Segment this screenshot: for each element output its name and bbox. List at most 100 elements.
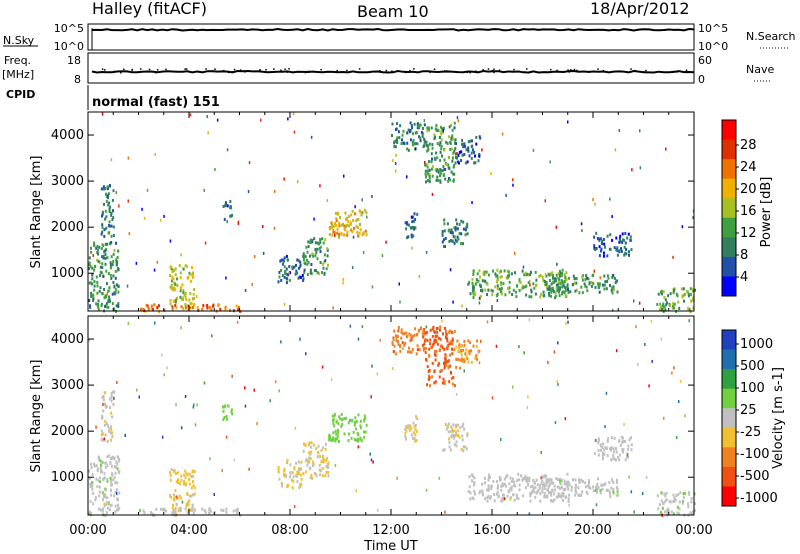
heatmap-cell [197, 308, 200, 312]
heatmap-cell [406, 131, 409, 135]
heatmap-cell [179, 295, 182, 299]
heatmap-cell [414, 439, 417, 443]
heatmap-cell [508, 280, 511, 284]
heatmap-cell [226, 148, 229, 152]
heatmap-cell [501, 496, 504, 500]
heatmap-cell [454, 147, 457, 151]
heatmap-cell [169, 473, 172, 477]
heatmap-cell [487, 288, 490, 292]
heatmap-cell [467, 140, 470, 144]
time-tick-label: 12:00 [372, 523, 409, 538]
heatmap-cell [98, 485, 101, 489]
heatmap-cell [184, 469, 187, 473]
heatmap-cell [92, 254, 94, 257]
heatmap-cell [454, 423, 457, 427]
heatmap-cell [180, 326, 182, 330]
heatmap-cell [465, 447, 468, 451]
heatmap-cell [349, 418, 351, 422]
heatmap-cell [92, 299, 95, 303]
heatmap-cell [189, 508, 192, 512]
heatmap-cell [423, 137, 426, 141]
heatmap-cell [503, 497, 506, 501]
heatmap-cell [615, 447, 617, 450]
heatmap-cell [468, 349, 471, 353]
freq-label: Freq. [4, 54, 31, 67]
heatmap-cell [644, 343, 646, 346]
heatmap-cell [153, 268, 156, 272]
heatmap-cell [103, 423, 106, 427]
heatmap-cell [306, 273, 309, 276]
heatmap-cell [621, 436, 624, 440]
heatmap-cell [455, 357, 458, 361]
heatmap-cell [595, 247, 598, 250]
heatmap-cell [90, 250, 93, 254]
heatmap-cell [448, 167, 451, 170]
heatmap-cell [210, 308, 213, 312]
heatmap-cell [541, 487, 544, 491]
heatmap-cell [563, 280, 566, 283]
heatmap-cell [302, 472, 305, 476]
heatmap-cell [487, 475, 490, 479]
heatmap-cell [501, 499, 504, 503]
heatmap-cell [663, 295, 666, 299]
heatmap-cell [574, 486, 577, 490]
heatmap-cell [410, 426, 413, 430]
heatmap-cell [476, 339, 478, 343]
heatmap-cell [461, 434, 464, 438]
heatmap-cell [483, 476, 486, 480]
heatmap-cell [116, 488, 119, 492]
heatmap-cell [341, 423, 344, 426]
heatmap-cell [468, 485, 471, 489]
heatmap-cell [522, 286, 525, 290]
heatmap-cell [106, 185, 109, 189]
heatmap-cell [550, 282, 553, 286]
heatmap-cell [107, 231, 110, 235]
heatmap-cell [616, 253, 619, 257]
heatmap-cell [413, 436, 416, 440]
heatmap-cell [394, 162, 397, 165]
heatmap-cell [88, 338, 91, 342]
heatmap-cell [429, 342, 432, 346]
heatmap-cell [112, 403, 115, 406]
heatmap-cell [179, 276, 182, 279]
heatmap-cell [102, 478, 105, 482]
heatmap-cell [226, 417, 229, 421]
heatmap-cell [508, 490, 511, 494]
colorbar-segment [722, 427, 736, 448]
heatmap-cell [332, 230, 335, 234]
heatmap-cell [518, 483, 521, 487]
heatmap-cell [466, 357, 469, 361]
heatmap-cell [672, 255, 674, 259]
heatmap-cell [506, 274, 509, 278]
heatmap-cell [678, 306, 681, 310]
heatmap-cell [186, 276, 189, 280]
heatmap-cell [88, 469, 91, 473]
heatmap-cell [415, 131, 418, 134]
heatmap-cell [473, 489, 476, 493]
heatmap-cell [169, 478, 172, 482]
heatmap-cell [539, 274, 542, 277]
heatmap-cell [631, 168, 633, 172]
heatmap-cell [520, 474, 523, 478]
heatmap-cell [522, 494, 525, 498]
heatmap-cell [422, 145, 425, 149]
heatmap-cell [146, 188, 149, 192]
heatmap-cell [106, 455, 109, 459]
nave-dot [227, 71, 230, 74]
nave-dot [244, 71, 246, 73]
heatmap-cell [115, 263, 118, 267]
heatmap-cell [222, 405, 224, 409]
heatmap-cell [565, 271, 568, 275]
heatmap-cell [473, 476, 476, 480]
heatmap-cell [440, 130, 442, 134]
heatmap-cell [222, 409, 225, 413]
nave-dot [165, 68, 167, 71]
heatmap-cell [619, 239, 622, 243]
heatmap-cell [548, 483, 551, 487]
heatmap-cell [430, 346, 433, 349]
heatmap-cell [458, 343, 461, 347]
heatmap-cell [450, 137, 453, 141]
heatmap-cell [216, 118, 219, 122]
heatmap-cell [446, 339, 449, 343]
heatmap-cell [423, 346, 426, 350]
